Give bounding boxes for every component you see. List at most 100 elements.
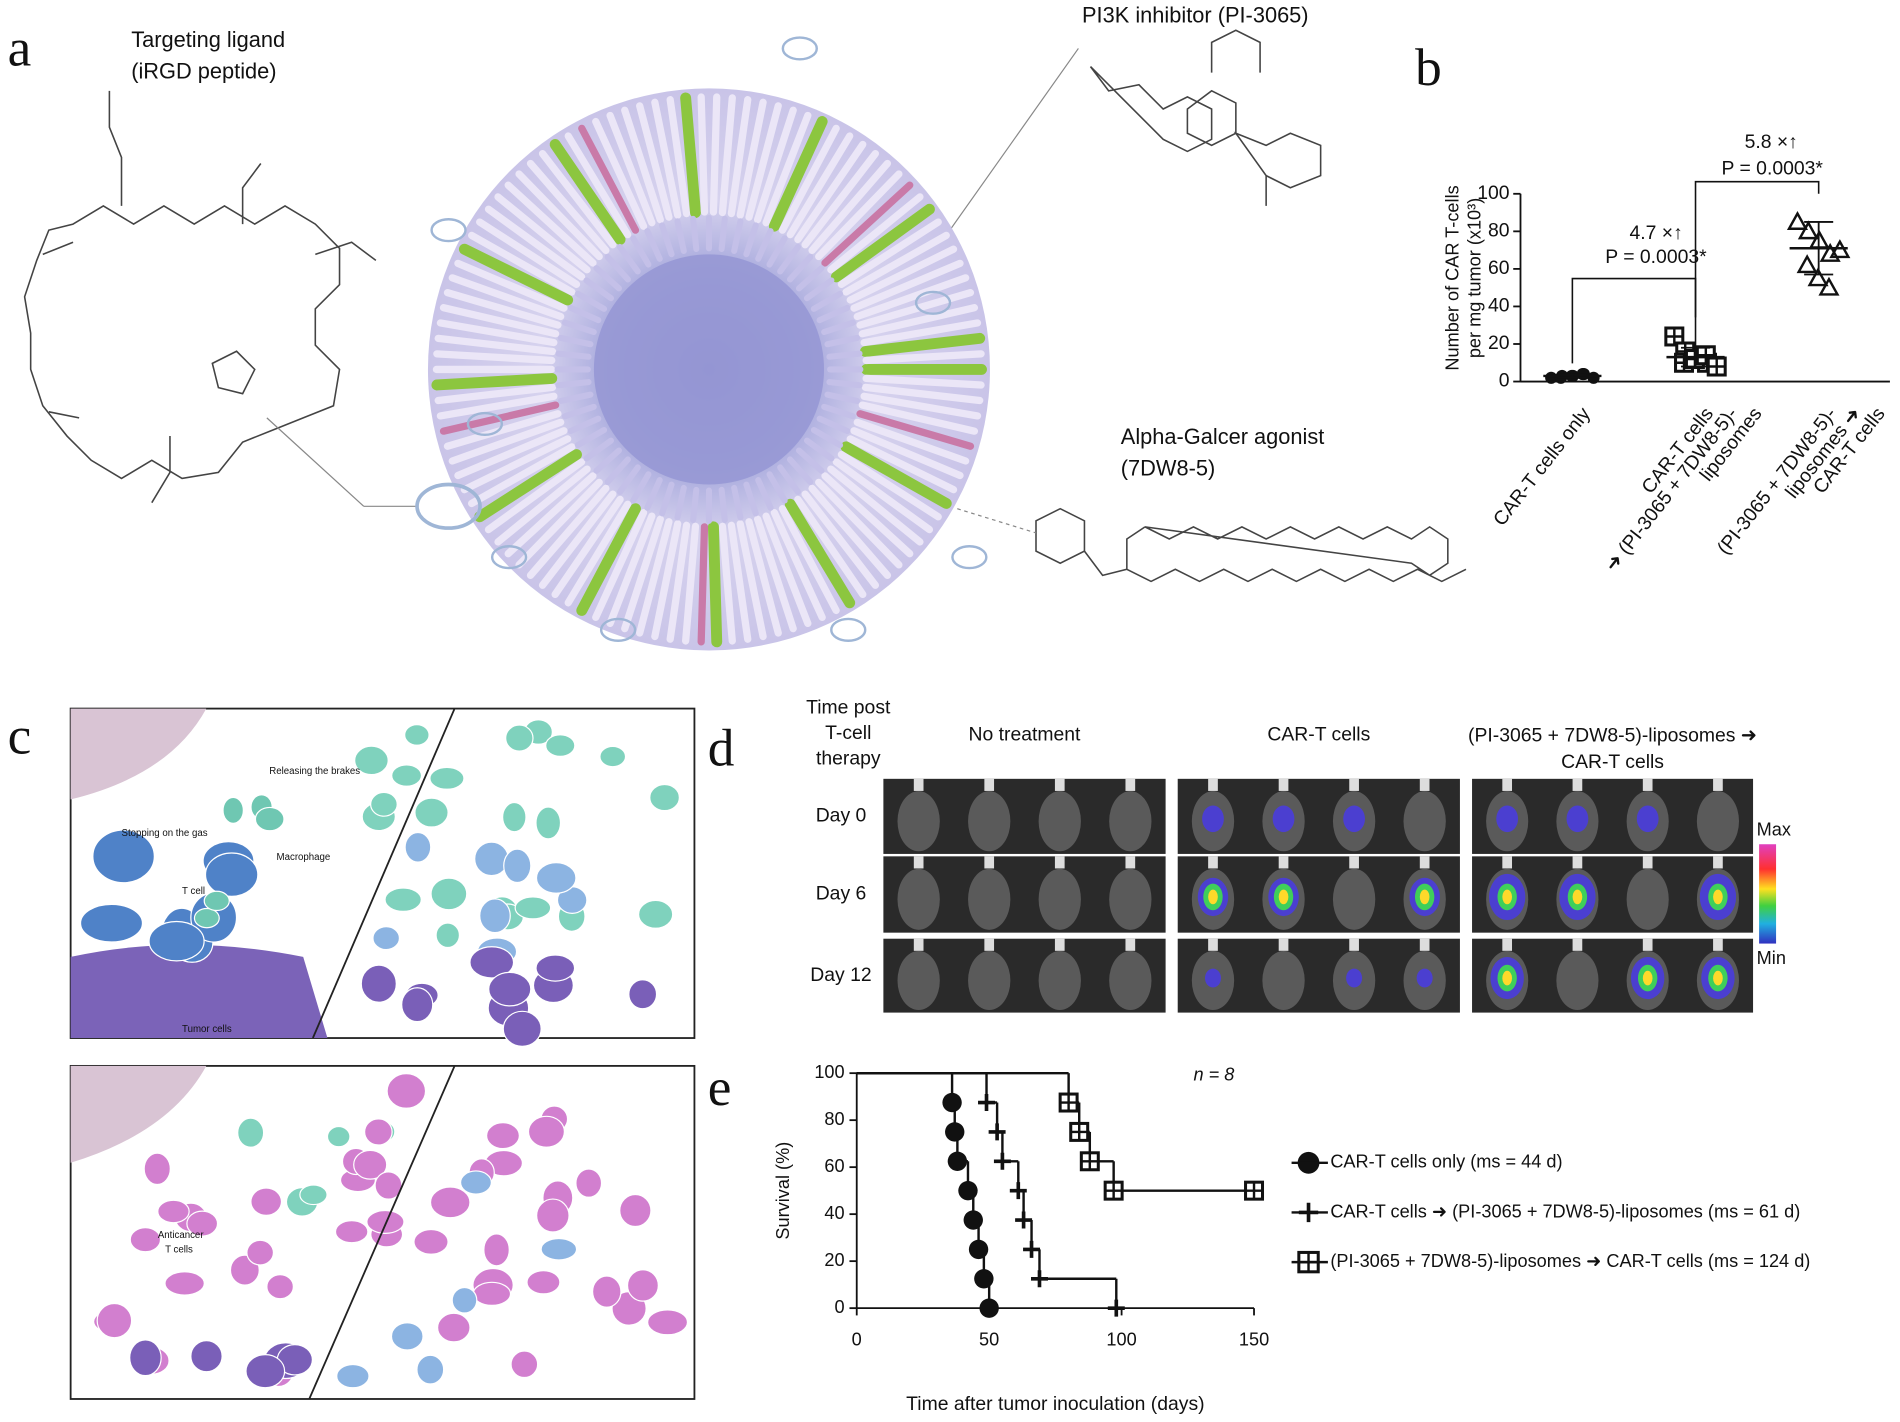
lipid [682,522,700,645]
marker [988,1123,1006,1141]
bracket [1571,277,1697,364]
cell [404,723,430,746]
cell [649,783,680,812]
day-label: Day 12 [810,964,871,986]
lipid [436,392,558,420]
x-tick-label: 150 [1239,1330,1269,1350]
chemical-structure [1035,507,1467,583]
marker [1587,371,1600,384]
mouse [1038,868,1081,930]
marker [947,1151,968,1171]
nose-cone [1502,778,1513,791]
mouse [1626,868,1669,930]
lipid [666,96,691,218]
lipid [583,277,614,302]
cell-label: T cells [165,1245,193,1256]
cell [485,1122,520,1150]
nose-cone [984,856,995,869]
panel-label: e [708,1058,732,1117]
lipid [786,253,814,283]
marker-cross [1708,358,1726,376]
marker-cross [1697,346,1715,364]
panel-label: a [8,19,32,78]
cell [535,806,562,840]
cell-label: Tumor cells [182,1024,232,1035]
error-bar [1804,221,1834,276]
tumor-cells [70,944,328,1039]
nose-cone [1713,938,1723,951]
cell [472,1281,512,1307]
nose-cone [1419,938,1430,951]
x-tick-label: 100 [1106,1330,1136,1350]
lipid [826,350,863,360]
cell [401,987,434,1023]
peptide-loop [830,617,867,642]
lipid [846,435,958,494]
agonist-name: (7DW8-5) [1121,456,1215,481]
lipid [808,484,892,580]
lipid [436,319,558,347]
cell [204,852,259,897]
lipid [810,290,844,312]
cell [502,1010,542,1047]
lipid [526,484,610,580]
lipid [808,159,892,255]
signal [1343,805,1366,833]
cell [372,926,401,951]
lipid [484,458,586,534]
lipid [768,116,828,232]
marker [1023,1240,1041,1258]
nose-cone [1419,778,1430,791]
cell [254,806,285,832]
lipid [666,521,691,643]
marker [1069,1121,1090,1142]
cell [334,1220,369,1244]
cell [250,1187,283,1216]
cell [535,862,577,894]
lipid [859,332,986,357]
lipid [777,464,801,495]
cell [413,1228,449,1255]
lipid [549,139,626,245]
nose-cone [1502,856,1513,869]
lipid [718,522,736,645]
comparison-label: P = 0.0003* [1605,246,1707,268]
panel-a: Targeting ligand (iRGD peptide) PI3K inh… [23,3,1467,651]
cell [353,1149,388,1180]
marker [1797,220,1819,240]
lipid [604,456,631,485]
cell [435,922,461,949]
cell [164,1271,205,1296]
lipid [850,427,964,480]
cell [510,1350,539,1379]
y-axis-label: Number of CAR T-cells [1443,185,1463,370]
lipid [778,124,840,234]
nose-cone [1572,778,1583,791]
lipid [777,243,801,275]
signal [1566,805,1589,833]
nose-cone [1054,856,1065,869]
scale-min: Min [1757,948,1786,968]
nose-cone [1713,856,1723,869]
lipid [561,403,597,420]
y-tick-label: 0 [835,1297,845,1317]
cell [266,1274,294,1300]
lipid [551,495,624,599]
lipid [458,243,574,306]
nose-cone [913,938,924,951]
lipid [443,410,562,450]
lipid [824,391,861,404]
marker [1796,254,1818,274]
lipid [858,401,979,435]
cell [451,1286,478,1314]
lipid [468,231,576,296]
y-tick-label: 0 [1499,370,1510,392]
lipid [736,520,767,641]
cell [190,1340,223,1373]
lipid [794,140,867,244]
marker [942,1092,962,1113]
cell [416,1354,445,1385]
lipid [753,515,797,633]
nose-cone [1419,856,1430,869]
